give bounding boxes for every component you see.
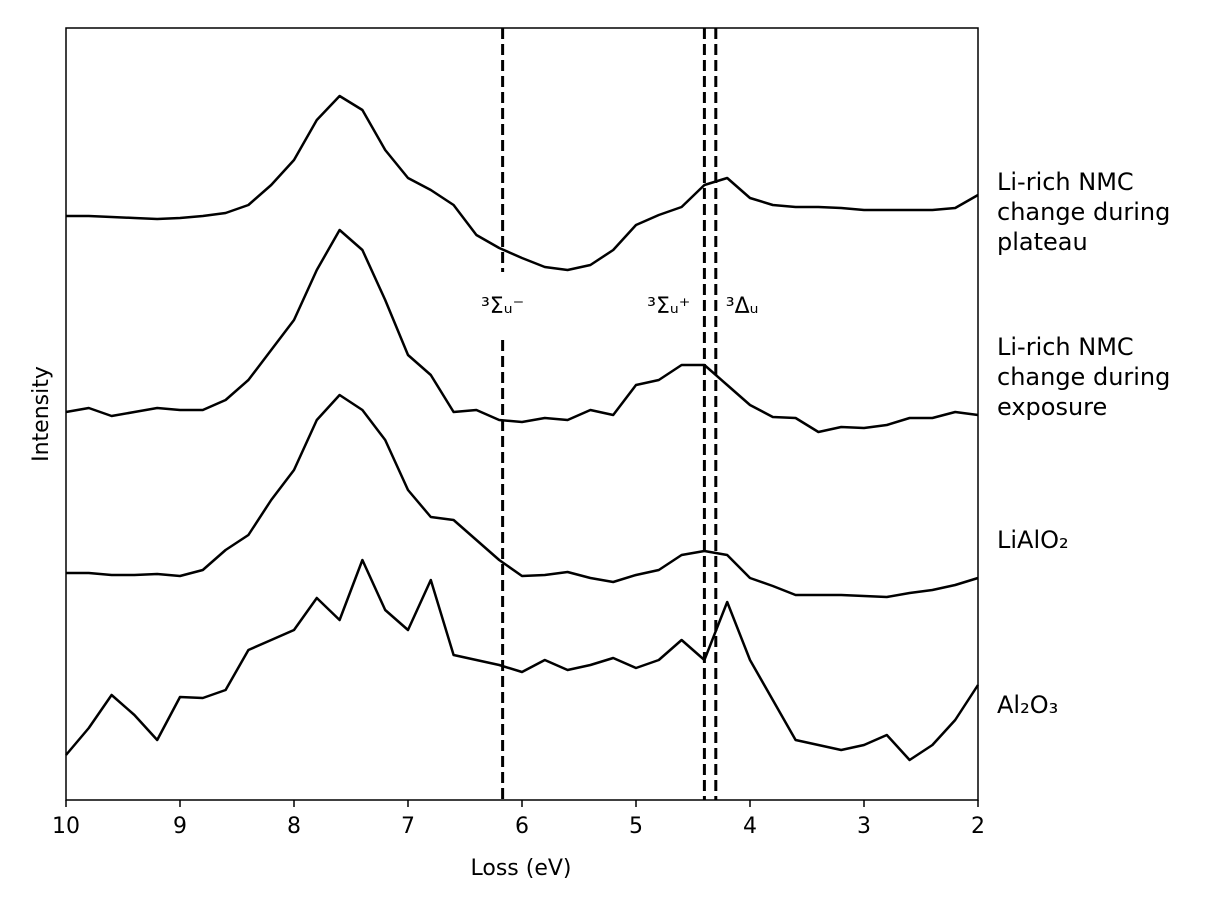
x-tick-label: 4 — [743, 814, 757, 839]
y-axis-label: Intensity — [29, 366, 54, 462]
series-label: Li-rich NMC change during plateau — [997, 168, 1171, 256]
series-line — [66, 393, 979, 599]
series-label: LiAlO₂ — [997, 526, 1069, 554]
x-tick-label: 10 — [52, 814, 80, 839]
series-line — [66, 94, 979, 272]
x-tick-label: 9 — [173, 814, 187, 839]
x-tick-label: 7 — [401, 814, 415, 839]
series-label: Li-rich NMC change during exposure — [997, 333, 1171, 421]
x-tick-label: 3 — [857, 814, 871, 839]
x-tick-label: 8 — [287, 814, 301, 839]
x-axis-label: Loss (eV) — [471, 856, 572, 881]
series-line — [65, 228, 979, 434]
reference-label: ³Δᵤ — [726, 294, 759, 319]
x-tick-label: 2 — [971, 814, 985, 839]
reference-label: ³Σᵤ⁻ — [481, 294, 524, 319]
x-tick-label: 5 — [629, 814, 643, 839]
x-tick-label: 6 — [515, 814, 529, 839]
reference-label: ³Σᵤ⁺ — [647, 294, 690, 319]
plot-frame — [65, 27, 979, 801]
series-label: Al₂O₃ — [997, 691, 1059, 719]
series-line — [65, 558, 980, 762]
